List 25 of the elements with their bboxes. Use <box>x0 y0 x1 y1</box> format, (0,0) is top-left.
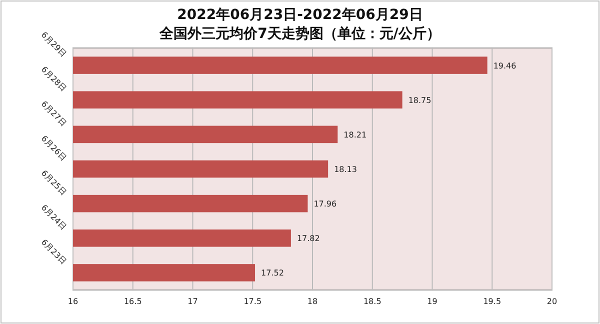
category-label: 6月25日 <box>39 168 68 197</box>
data-label: 18.75 <box>408 96 432 105</box>
x-tick-label: 17.5 <box>244 297 262 306</box>
data-label: 18.13 <box>334 165 357 174</box>
x-tick-label: 18.5 <box>363 297 382 306</box>
x-tick-label: 19 <box>427 297 438 306</box>
category-label: 6月23日 <box>39 238 68 266</box>
subtitle: 全国外三元均价7天走势图（单位：元/公斤） <box>160 26 440 42</box>
x-tick-label: 18 <box>307 297 318 306</box>
title: 2022年06月23日-2022年06月29日 <box>177 7 423 23</box>
x-tick-label: 16 <box>68 297 78 306</box>
category-label: 6月28日 <box>39 64 68 94</box>
category-label: 6月29日 <box>39 30 68 59</box>
category-label: 6月26日 <box>39 134 68 162</box>
data-label: 17.96 <box>314 200 337 209</box>
category-label: 6月27日 <box>39 99 68 128</box>
x-tick-label: 17 <box>188 297 198 306</box>
data-label: 17.52 <box>261 268 284 278</box>
data-label: 18.21 <box>344 130 367 140</box>
x-tick-label: 16.5 <box>124 297 142 306</box>
x-tick-label: 20 <box>546 297 558 306</box>
data-label: 19.46 <box>493 61 516 70</box>
data-label: 17.82 <box>296 234 320 244</box>
category-label: 6月24日 <box>39 203 68 232</box>
x-tick-label: 19.5 <box>483 297 502 306</box>
